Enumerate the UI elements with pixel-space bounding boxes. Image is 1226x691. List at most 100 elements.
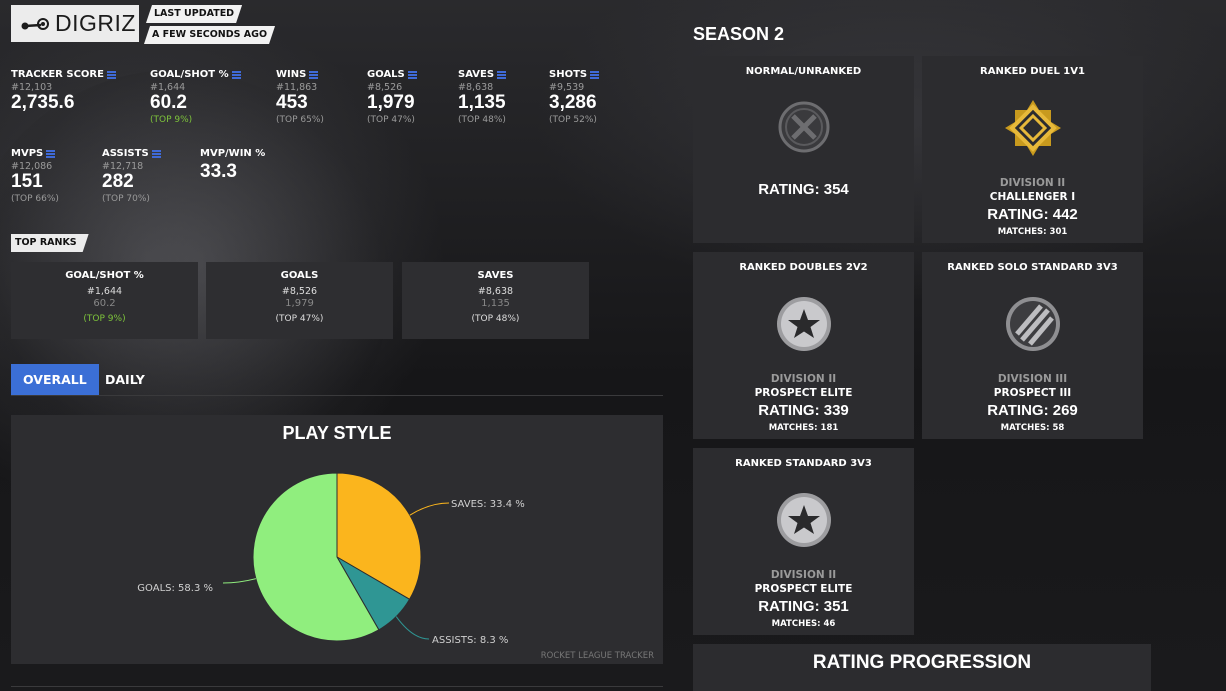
- playlist-tier: PROSPECT III: [993, 387, 1072, 399]
- prospect-iii-rank-icon: [1003, 294, 1063, 354]
- stat-value: 1,979: [367, 92, 415, 113]
- playlist-tier: CHALLENGER I: [989, 191, 1076, 203]
- top-rank-card: GOAL/SHOT % #1,644 60.2 (TOP 9%): [11, 262, 198, 339]
- playlist-division: DIVISION II: [770, 373, 837, 385]
- top-rank-title: SAVES: [477, 270, 514, 281]
- profile-name: DIGRIZ: [55, 10, 136, 36]
- top-rank-rank: #8,638: [477, 286, 514, 297]
- playlist-matches: MATCHES: 46: [771, 619, 836, 629]
- top-rank-card: SAVES #8,638 1,135 (TOP 48%): [402, 262, 589, 339]
- stat-wins: WINS #11,863 453 (TOP 65%): [276, 69, 324, 125]
- last-updated-label: LAST UPDATED: [146, 5, 242, 23]
- play-style-pie-chart: SAVES: 33.4 % ASSISTS: 8.3 % GOALS: 58.3 %: [137, 472, 525, 646]
- stat-assists: ASSISTS #12,718 282 (TOP 70%): [102, 148, 161, 204]
- top-rank-top: (TOP 9%): [83, 314, 126, 324]
- playlist-rating: RATING: 269: [987, 402, 1078, 419]
- playlist-card-solo-standard[interactable]: RANKED SOLO STANDARD 3V3 DIVISION III PR…: [922, 252, 1143, 439]
- stat-shots: SHOTS #9,539 3,286 (TOP 52%): [549, 69, 600, 125]
- top-ranks-label: TOP RANKS: [11, 234, 89, 252]
- unranked-icon: [774, 97, 834, 157]
- steam-icon: [21, 17, 49, 30]
- stat-label: SHOTS: [549, 69, 588, 80]
- stat-value: 60.2: [150, 92, 187, 113]
- playlist-card-duel[interactable]: RANKED DUEL 1V1 DIVISION II CHALLENGER I…: [922, 56, 1143, 243]
- leaderboard-icon[interactable]: [46, 149, 56, 158]
- stat-label: MVPS: [11, 148, 44, 159]
- playlist-card-doubles[interactable]: RANKED DOUBLES 2V2 DIVISION II PROSPECT …: [693, 252, 914, 439]
- stat-label: TRACKER SCORE: [11, 69, 104, 80]
- last-updated-value: A FEW SECONDS AGO: [144, 26, 275, 44]
- pie-slice[interactable]: [252, 472, 380, 642]
- stat-rank: #8,526: [367, 82, 403, 93]
- stat-top: (TOP 66%): [11, 194, 59, 204]
- playlist-card-standard[interactable]: RANKED STANDARD 3V3 DIVISION II PROSPECT…: [693, 448, 914, 635]
- playlist-card-unranked[interactable]: NORMAL/UNRANKED RATING: 354: [693, 56, 914, 243]
- top-rank-top: (TOP 48%): [471, 314, 520, 324]
- playlist-rating: RATING: 339: [758, 402, 849, 419]
- top-rank-top: (TOP 47%): [275, 314, 324, 324]
- top-rank-rank: #8,526: [281, 286, 318, 297]
- stat-mvp-win: MVP/WIN % 33.3: [200, 148, 265, 182]
- stat-rank: #8,638: [458, 82, 494, 93]
- leaderboard-icon[interactable]: [407, 70, 417, 79]
- prospect-elite-rank-icon: [774, 490, 834, 550]
- stat-value: 33.3: [200, 161, 237, 182]
- profile-name-box[interactable]: DIGRIZ: [11, 5, 139, 42]
- stat-tracker-score: TRACKER SCORE #12,103 2,735.6: [11, 69, 116, 113]
- stat-mvps: MVPS #12,086 151 (TOP 66%): [11, 148, 59, 204]
- stat-top: (TOP 70%): [102, 194, 150, 204]
- stat-value: 2,735.6: [11, 92, 75, 113]
- pie-leader-line: [409, 502, 450, 516]
- stat-goals: GOALS #8,526 1,979 (TOP 47%): [367, 69, 417, 125]
- stat-value: 282: [102, 171, 134, 192]
- leaderboard-icon[interactable]: [590, 70, 600, 79]
- playlist-division: DIVISION II: [770, 569, 837, 581]
- stat-top: (TOP 65%): [276, 115, 324, 125]
- playlist-division: DIVISION II: [999, 177, 1066, 189]
- pie-slice-label: ASSISTS: 8.3 %: [432, 635, 508, 646]
- stat-top: (TOP 47%): [367, 115, 415, 125]
- leaderboard-icon[interactable]: [106, 70, 116, 79]
- top-rank-title: GOAL/SHOT %: [65, 270, 144, 281]
- top-rank-value: 60.2: [93, 298, 116, 309]
- tab-daily[interactable]: DAILY: [105, 372, 145, 387]
- play-style-panel: PLAY STYLE SAVES: 33.4 % ASSISTS: 8.3 % GO…: [11, 415, 663, 664]
- pie-leader-line: [222, 578, 256, 584]
- pie-slice-label: GOALS: 58.3 %: [137, 583, 213, 594]
- stat-rank: #12,086: [11, 161, 53, 172]
- stat-value: 3,286: [549, 92, 597, 113]
- playlist-title: RANKED SOLO STANDARD 3V3: [947, 262, 1118, 273]
- top-rank-value: 1,979: [285, 298, 314, 309]
- stat-label: MVP/WIN %: [200, 148, 266, 159]
- playlist-title: RANKED DOUBLES 2V2: [739, 262, 868, 273]
- stat-top: (TOP 9%): [150, 115, 193, 125]
- chart-credit: ROCKET LEAGUE TRACKER: [540, 651, 654, 661]
- leaderboard-icon[interactable]: [151, 149, 161, 158]
- stat-label: SAVES: [458, 69, 495, 80]
- season-title: SEASON 2: [693, 24, 785, 44]
- stat-saves: SAVES #8,638 1,135 (TOP 48%): [458, 69, 507, 125]
- playlist-matches: MATCHES: 301: [997, 227, 1068, 237]
- playlist-matches: MATCHES: 181: [768, 423, 839, 433]
- pie-slice-label: SAVES: 33.4 %: [451, 499, 525, 510]
- stat-goal-shot: GOAL/SHOT % #1,644 60.2 (TOP 9%): [150, 69, 241, 125]
- leaderboard-icon[interactable]: [231, 70, 241, 79]
- play-style-title: PLAY STYLE: [282, 423, 392, 443]
- playlist-matches: MATCHES: 58: [1000, 423, 1065, 433]
- tab-overall[interactable]: OVERALL: [11, 364, 99, 395]
- top-rank-title: GOALS: [280, 270, 319, 281]
- rating-progression-title: RATING PROGRESSION: [812, 652, 1032, 673]
- stat-label: GOAL/SHOT %: [150, 69, 229, 80]
- leaderboard-icon[interactable]: [309, 70, 319, 79]
- stat-label: ASSISTS: [102, 148, 149, 159]
- stat-value: 1,135: [458, 92, 506, 113]
- challenger-rank-icon: [1003, 98, 1063, 158]
- stat-top: (TOP 52%): [549, 115, 597, 125]
- tab-divider: [11, 395, 663, 396]
- top-rank-value: 1,135: [481, 298, 510, 309]
- playlist-title: NORMAL/UNRANKED: [745, 66, 862, 77]
- stat-rank: #9,539: [549, 82, 585, 93]
- leaderboard-icon[interactable]: [497, 70, 507, 79]
- playlist-tier: PROSPECT ELITE: [754, 583, 853, 595]
- stat-label: GOALS: [367, 69, 405, 80]
